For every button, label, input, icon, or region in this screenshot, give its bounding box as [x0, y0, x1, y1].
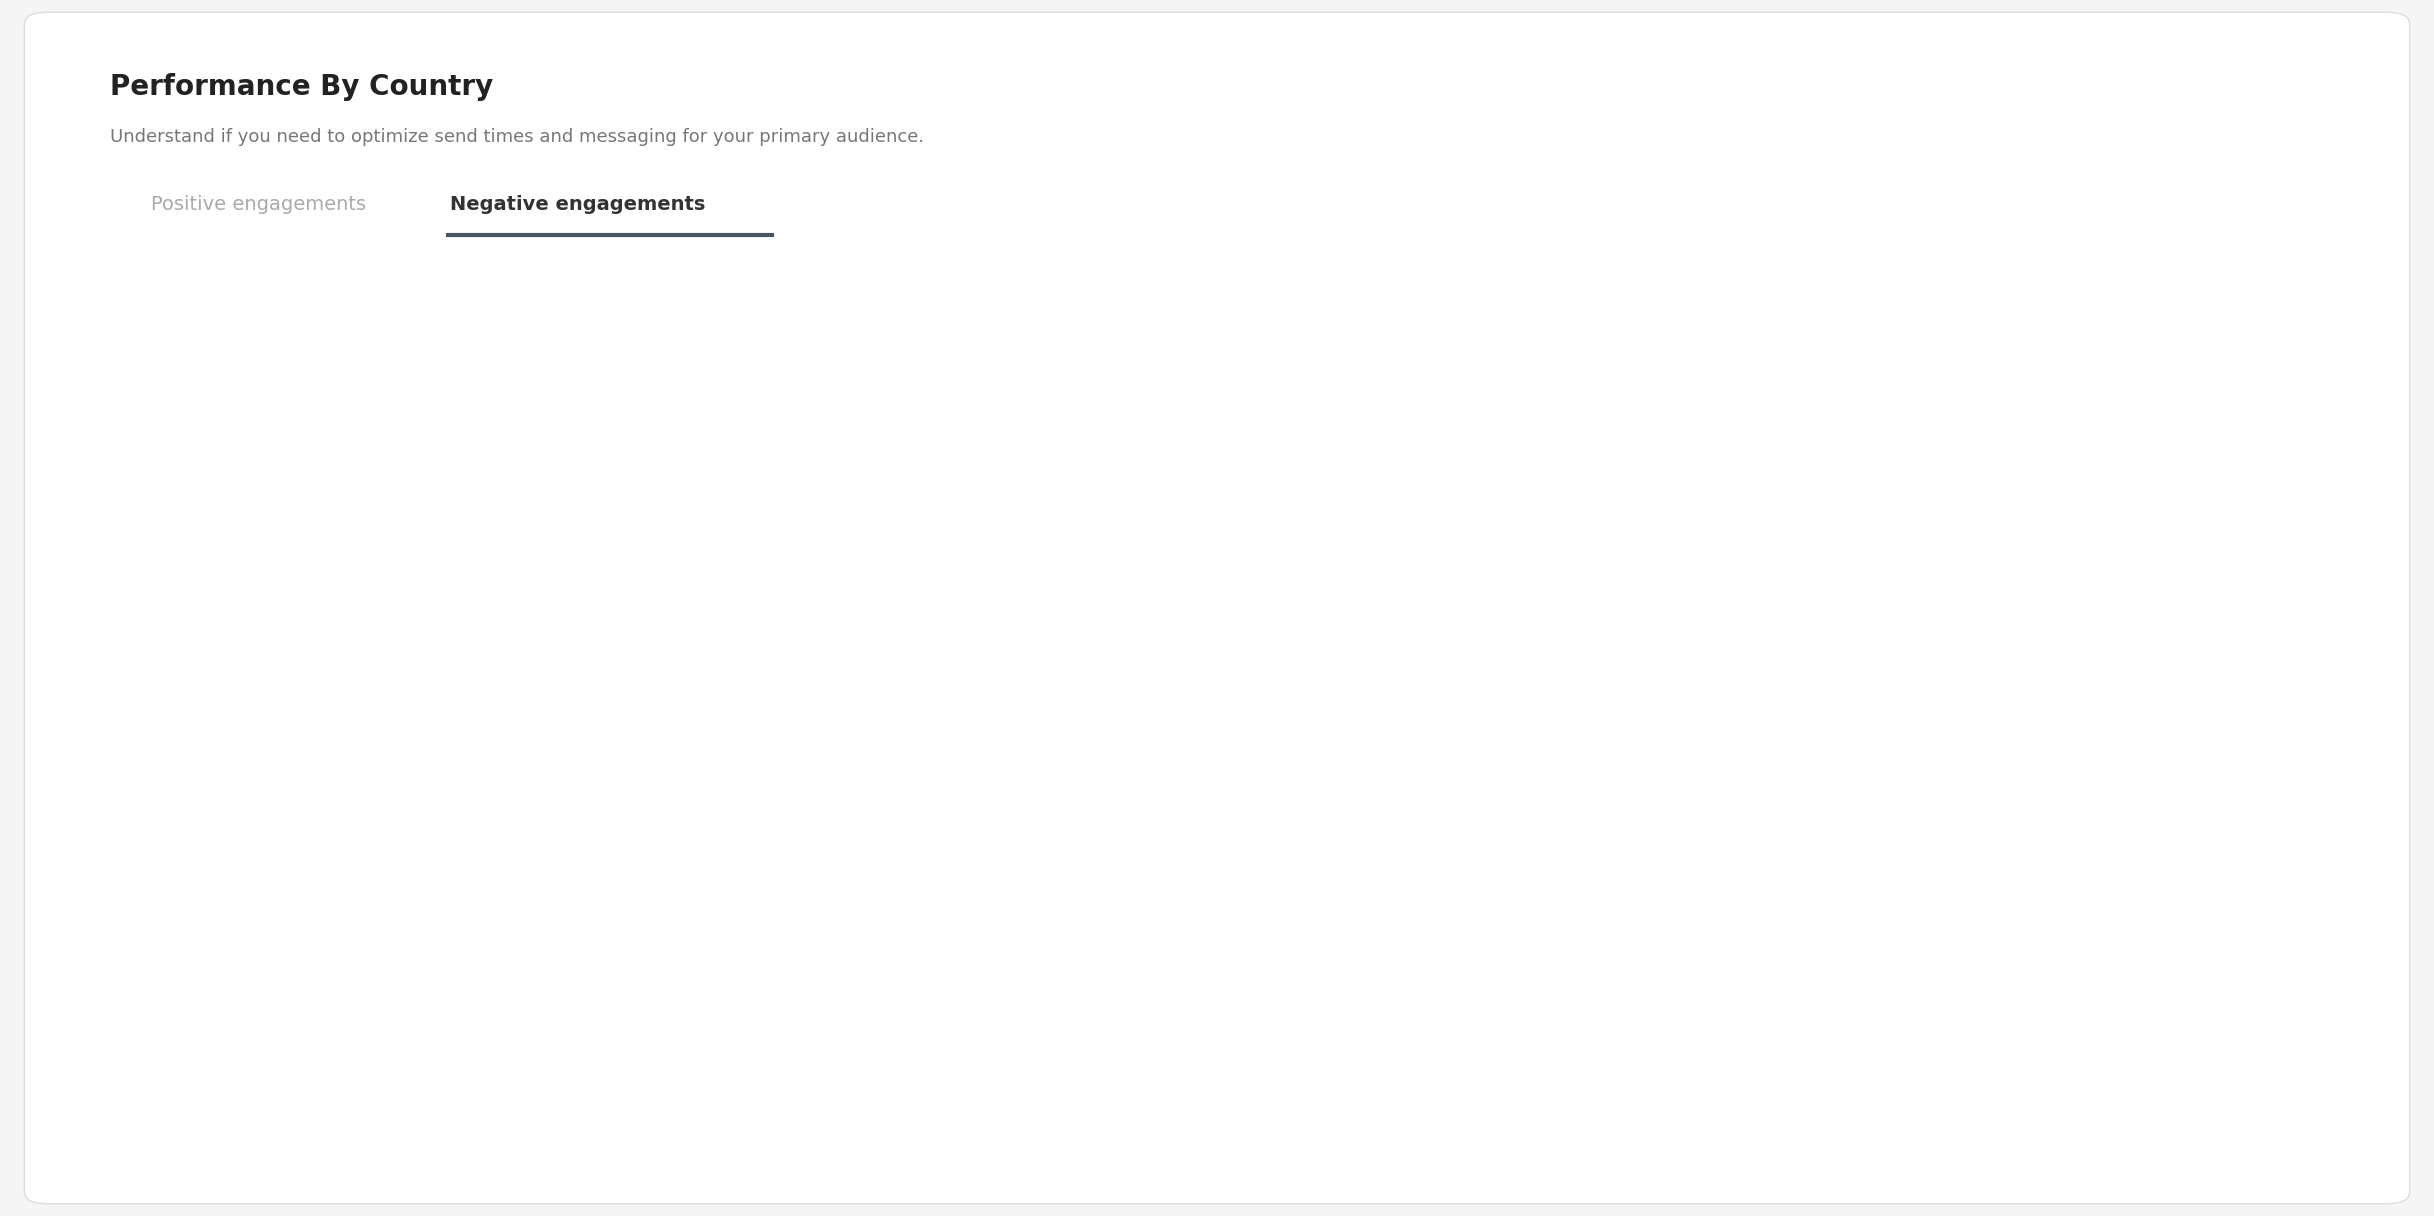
Text: Understand if you need to optimize send times and messaging for your primary aud: Understand if you need to optimize send … [110, 128, 922, 146]
Bar [1190, 579, 1292, 1070]
Y-axis label: Rate (%): Rate (%) [73, 715, 90, 793]
Bar [365, 599, 470, 1070]
Bar [2118, 992, 2220, 1070]
Text: ∨: ∨ [528, 265, 543, 285]
Bar [1499, 832, 1602, 1070]
Bar [674, 739, 779, 1070]
Bar [2013, 544, 2118, 1070]
Bar [1911, 670, 2013, 1070]
Text: Negative engagements: Negative engagements [450, 195, 706, 214]
X-axis label: Country: Country [1198, 1113, 1285, 1132]
Bar [1602, 486, 1704, 1070]
Legend: Bounce rate, Unsubscribe rate, Spam Complaint rate: Bounce rate, Unsubscribe rate, Spam Comp… [158, 207, 806, 241]
Bar [263, 803, 365, 1070]
FancyBboxPatch shape [139, 247, 348, 303]
Text: Performance By Country: Performance By Country [110, 73, 492, 101]
Bar [779, 613, 881, 1070]
Text: Positive engagements: Positive engagements [151, 195, 365, 214]
Bar [1088, 841, 1190, 1070]
Text: Export CSV: Export CSV [2139, 97, 2242, 116]
Text: 5 selected  ×: 5 selected × [187, 266, 297, 283]
